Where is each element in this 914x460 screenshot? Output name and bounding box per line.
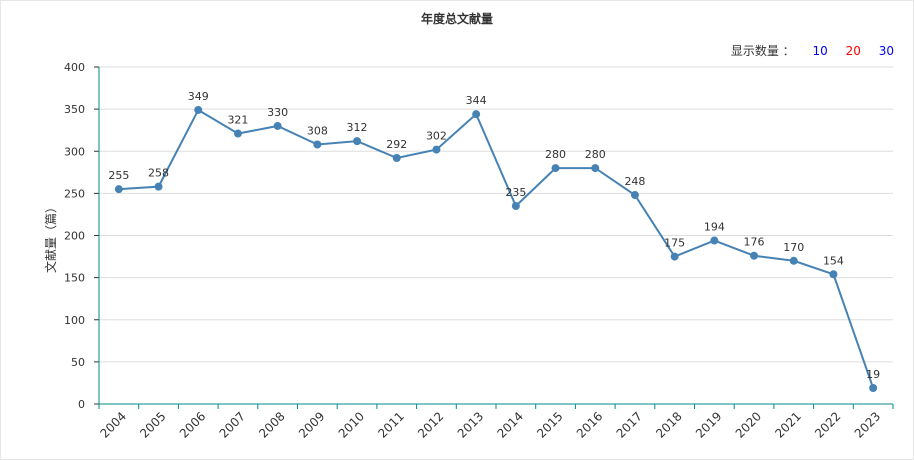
x-tick-label: 2012 <box>415 409 446 440</box>
data-point[interactable] <box>194 105 203 114</box>
data-label: 258 <box>148 167 169 180</box>
series-layer <box>114 105 878 392</box>
data-label: 248 <box>624 175 645 188</box>
grid-layer <box>99 66 893 363</box>
y-tick-label: 350 <box>64 103 85 116</box>
data-point[interactable] <box>313 140 322 149</box>
data-label: 344 <box>466 94 487 107</box>
data-point[interactable] <box>472 110 481 119</box>
data-label: 176 <box>744 236 765 249</box>
display-count-label: 显示数量 ： <box>730 44 795 58</box>
y-tick-label: 300 <box>64 145 85 158</box>
x-tick-label: 2017 <box>614 409 645 440</box>
data-point[interactable] <box>273 121 282 130</box>
data-label: 349 <box>188 90 209 103</box>
chart-title: 年度总文献量 <box>420 12 493 26</box>
x-tick-label: 2014 <box>494 409 525 440</box>
data-label: 194 <box>704 221 725 234</box>
data-point[interactable] <box>710 236 719 245</box>
x-tick-label: 2007 <box>217 409 248 440</box>
data-point[interactable] <box>154 182 163 191</box>
data-point[interactable] <box>789 256 798 265</box>
data-point[interactable] <box>829 270 838 279</box>
data-label: 292 <box>386 138 407 151</box>
series-line <box>118 108 875 389</box>
y-tick-label: 100 <box>64 314 85 327</box>
data-label: 235 <box>505 186 526 199</box>
data-point[interactable] <box>511 202 520 211</box>
data-point[interactable] <box>353 137 362 146</box>
data-label: 280 <box>585 148 606 161</box>
data-point[interactable] <box>670 252 679 261</box>
y-axis-label: 文献量（篇） <box>43 201 58 273</box>
x-tick-label: 2018 <box>653 409 684 440</box>
data-label: 321 <box>227 114 248 127</box>
y-tick-label: 50 <box>71 356 85 369</box>
data-point[interactable] <box>750 251 759 260</box>
x-tick-label: 2005 <box>137 409 168 440</box>
x-tick-label: 2016 <box>574 409 605 440</box>
data-point[interactable] <box>392 153 401 162</box>
data-label-layer: 255 258 349 321 330 308 312 292 302 344 235 280 280 2… <box>108 90 880 381</box>
data-label: 170 <box>783 241 804 254</box>
display-count-option-30[interactable]: 30 <box>878 44 894 58</box>
data-label: 312 <box>347 121 368 134</box>
y-tick-label: 150 <box>64 272 85 285</box>
x-tick-label: 2020 <box>733 409 764 440</box>
y-tick-label: 0 <box>78 398 85 411</box>
x-tick-label: 2022 <box>812 409 843 440</box>
display-count-selector: 显示数量 ： 10 20 30 <box>731 42 894 59</box>
x-tick-label: 2010 <box>336 409 367 440</box>
y-tick-label: 200 <box>64 230 85 243</box>
x-tick-label: 2015 <box>534 409 565 440</box>
display-count-option-20[interactable]: 20 <box>845 44 861 58</box>
data-label: 255 <box>108 169 129 182</box>
x-tick-label: 2013 <box>455 409 486 440</box>
data-point[interactable] <box>432 145 441 154</box>
data-point[interactable] <box>233 129 242 138</box>
y-tick-label: 400 <box>64 61 85 74</box>
data-label: 302 <box>426 130 447 143</box>
data-label: 19 <box>866 368 880 381</box>
data-label: 280 <box>545 148 566 161</box>
data-label: 154 <box>823 254 844 267</box>
x-tick-label: 2004 <box>97 409 128 440</box>
x-tick-label: 2006 <box>177 409 208 440</box>
data-label: 175 <box>664 237 685 250</box>
data-point[interactable] <box>114 185 123 194</box>
data-label: 308 <box>307 125 328 138</box>
y-tick-label: 250 <box>64 187 85 200</box>
data-point[interactable] <box>591 164 600 173</box>
x-tick-label: 2021 <box>772 409 803 440</box>
display-count-option-10[interactable]: 10 <box>812 44 828 58</box>
data-point[interactable] <box>869 383 878 392</box>
x-tick-label: 2023 <box>852 409 883 440</box>
x-tick-label: 2019 <box>693 409 724 440</box>
x-tick-label: 2011 <box>375 409 406 440</box>
x-tick-label: 2009 <box>296 409 327 440</box>
data-point[interactable] <box>551 164 560 173</box>
data-point[interactable] <box>630 191 639 200</box>
data-label: 330 <box>267 106 288 119</box>
x-tick-label: 2008 <box>256 409 287 440</box>
